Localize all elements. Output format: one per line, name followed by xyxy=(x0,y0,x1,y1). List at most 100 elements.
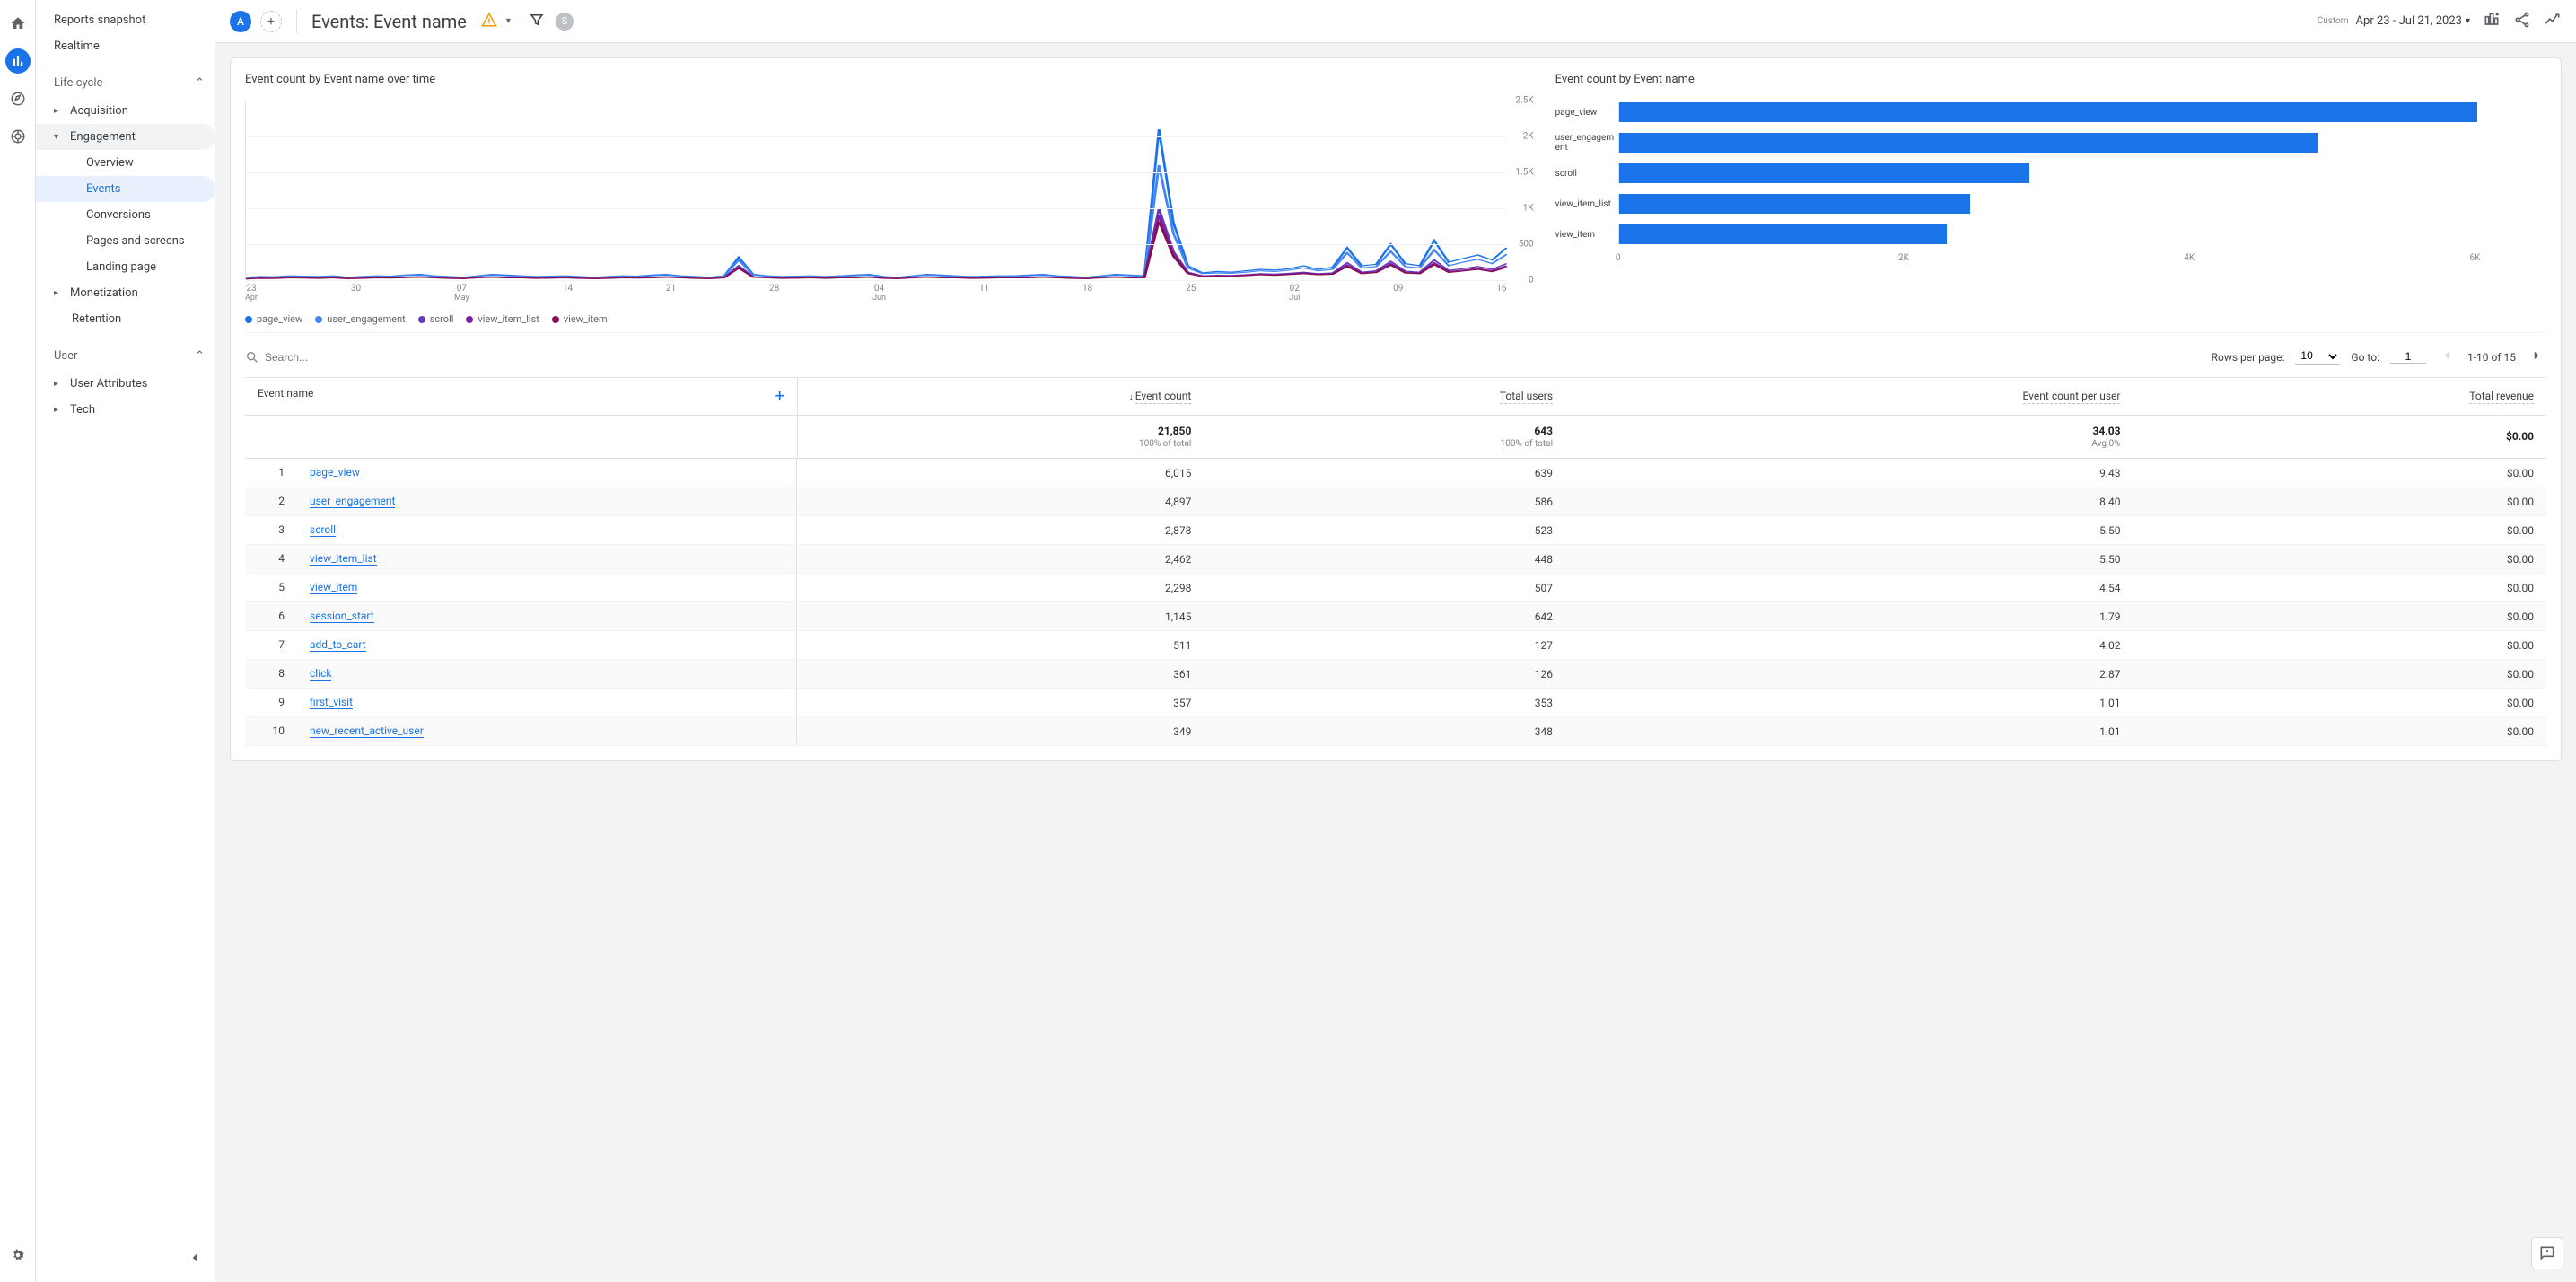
segment-chip[interactable]: S xyxy=(556,13,574,31)
col-total-users[interactable]: Total users xyxy=(1500,390,1553,404)
collapse-sidebar-icon[interactable] xyxy=(187,1250,203,1269)
event-link[interactable]: add_to_cart xyxy=(310,638,366,652)
share-icon[interactable] xyxy=(2513,11,2531,32)
prev-page-button[interactable] xyxy=(2437,346,2457,368)
cell-per-user: 5.50 xyxy=(1565,545,2133,574)
bar-x-label: 6K xyxy=(2469,253,2480,263)
row-number: 8 xyxy=(258,667,285,681)
sidebar-item-user-attributes[interactable]: ▸User Attributes xyxy=(36,371,215,397)
event-link[interactable]: view_item xyxy=(310,581,357,594)
x-axis-label: 11 xyxy=(979,284,989,303)
edit-comparisons-icon[interactable] xyxy=(2483,11,2501,32)
date-range-picker[interactable]: Custom Apr 23 - Jul 21, 2023 ▾ xyxy=(2318,14,2470,28)
cell-total-users: 586 xyxy=(1204,487,1565,516)
cell-revenue: $0.00 xyxy=(2133,689,2546,717)
line-chart: Event count by Event name over time 0500… xyxy=(245,73,1534,325)
bar-row: user_engagement xyxy=(1555,131,2546,154)
sidebar-item-retention[interactable]: Retention xyxy=(36,306,215,332)
y-axis-label: 0 xyxy=(1529,276,1534,285)
sidebar-item-monetization[interactable]: ▸Monetization xyxy=(36,280,215,306)
legend-item[interactable]: view_item xyxy=(552,313,608,325)
legend-item[interactable]: user_engagement xyxy=(315,313,406,325)
sidebar-item-conversions[interactable]: Conversions xyxy=(36,202,215,228)
add-comparison-button[interactable]: + xyxy=(260,11,282,32)
sort-desc-icon[interactable]: ↓ xyxy=(1129,392,1134,402)
home-icon[interactable] xyxy=(5,11,31,36)
account-chip[interactable]: A xyxy=(230,11,251,32)
events-table: Event name + ↓Event count Total users Ev… xyxy=(245,377,2546,746)
event-link[interactable]: scroll xyxy=(310,523,336,537)
col-event-count-per-user[interactable]: Event count per user xyxy=(2023,390,2121,404)
explore-icon[interactable] xyxy=(5,86,31,111)
col-event-count[interactable]: Event count xyxy=(1135,390,1192,404)
filter-icon[interactable] xyxy=(529,12,545,31)
sidebar-section-user[interactable]: User ⌃ xyxy=(36,341,215,371)
col-total-revenue[interactable]: Total revenue xyxy=(2469,390,2534,404)
y-axis-label: 2K xyxy=(1523,132,1534,142)
legend-item[interactable]: scroll xyxy=(418,313,454,325)
cell-per-user: 1.79 xyxy=(1565,602,2133,631)
sidebar-item-tech[interactable]: ▸Tech xyxy=(36,397,215,423)
bar-fill[interactable] xyxy=(1619,224,1947,244)
expand-icon: ▸ xyxy=(54,106,63,116)
event-link[interactable]: first_visit xyxy=(310,696,353,709)
cell-event-count: 357 xyxy=(797,689,1204,717)
search-box[interactable] xyxy=(245,350,2203,364)
cell-total-users: 127 xyxy=(1204,631,1565,660)
search-input[interactable] xyxy=(265,351,399,364)
advertising-icon[interactable] xyxy=(5,124,31,149)
sidebar-item-overview[interactable]: Overview xyxy=(36,150,215,176)
row-number: 2 xyxy=(258,495,285,508)
sidebar-item-landing-page[interactable]: Landing page xyxy=(36,254,215,280)
cell-event-count: 4,897 xyxy=(797,487,1204,516)
event-link[interactable]: view_item_list xyxy=(310,552,377,566)
event-link[interactable]: user_engagement xyxy=(310,495,395,508)
bar-x-label: 2K xyxy=(1898,253,1909,263)
add-dimension-button[interactable]: + xyxy=(775,387,784,406)
bar-fill[interactable] xyxy=(1619,194,1970,214)
legend-item[interactable]: page_view xyxy=(245,313,302,325)
page-title: Events: Event name xyxy=(311,11,467,32)
cell-event-count: 6,015 xyxy=(797,459,1204,487)
reports-icon[interactable] xyxy=(5,48,31,74)
bar-fill[interactable] xyxy=(1619,133,2318,153)
y-axis-label: 1K xyxy=(1523,204,1534,214)
bar-row: view_item_list xyxy=(1555,192,2546,215)
warning-icon[interactable] xyxy=(481,12,497,31)
table-row: 7add_to_cart5111274.02$0.00 xyxy=(245,631,2546,660)
x-axis-label: 07May xyxy=(454,284,469,303)
sidebar-section-lifecycle[interactable]: Life cycle ⌃ xyxy=(36,68,215,98)
legend-item[interactable]: view_item_list xyxy=(466,313,539,325)
bar-fill[interactable] xyxy=(1619,163,2030,183)
sidebar-item-acquisition[interactable]: ▸Acquisition xyxy=(36,98,215,124)
event-link[interactable]: session_start xyxy=(310,610,374,623)
rows-per-page-select[interactable]: 10 xyxy=(2295,348,2340,365)
bar-fill[interactable] xyxy=(1619,102,2477,122)
cell-total-users: 448 xyxy=(1204,545,1565,574)
sidebar-item-pages-screens[interactable]: Pages and screens xyxy=(36,228,215,254)
table-row: 10new_recent_active_user3493481.01$0.00 xyxy=(245,717,2546,746)
goto-input[interactable] xyxy=(2390,350,2426,364)
row-number: 6 xyxy=(258,610,285,623)
settings-icon[interactable] xyxy=(5,1242,31,1268)
event-link[interactable]: click xyxy=(310,667,331,681)
event-link[interactable]: page_view xyxy=(310,466,360,479)
cell-event-count: 511 xyxy=(797,631,1204,660)
custom-label: Custom xyxy=(2318,16,2349,26)
cell-revenue: $0.00 xyxy=(2133,602,2546,631)
sidebar-reports-snapshot[interactable]: Reports snapshot xyxy=(36,7,215,33)
event-link[interactable]: new_recent_active_user xyxy=(310,724,424,738)
cell-revenue: $0.00 xyxy=(2133,574,2546,602)
table-row: 1page_view6,0156399.43$0.00 xyxy=(245,459,2546,487)
insights-icon[interactable] xyxy=(2544,11,2562,32)
x-axis-label: 16 xyxy=(1496,284,1506,303)
line-chart-title: Event count by Event name over time xyxy=(245,73,1534,86)
dropdown-icon[interactable]: ▾ xyxy=(506,16,511,26)
table-row: 3scroll2,8785235.50$0.00 xyxy=(245,516,2546,545)
next-page-button[interactable] xyxy=(2527,346,2546,368)
feedback-button[interactable] xyxy=(2531,1237,2563,1269)
sidebar-realtime[interactable]: Realtime xyxy=(36,33,215,59)
sidebar-item-engagement[interactable]: ▾Engagement xyxy=(36,124,215,150)
cell-total-users: 507 xyxy=(1204,574,1565,602)
sidebar-item-events[interactable]: Events xyxy=(36,176,215,202)
